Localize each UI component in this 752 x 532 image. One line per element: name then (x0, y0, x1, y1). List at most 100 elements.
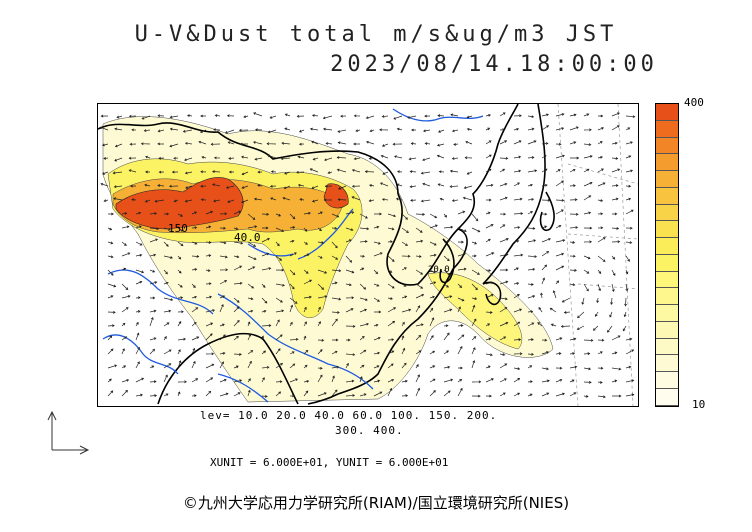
wind-arrow (228, 157, 235, 160)
wind-arrow (219, 323, 225, 327)
wind-arrow (443, 365, 451, 369)
wind-arrow (415, 364, 419, 369)
wind-arrow (592, 325, 599, 331)
wind-arrow (317, 392, 327, 397)
wind-arrow (149, 316, 154, 327)
wind-arrow (213, 128, 221, 132)
wind-arrow (219, 351, 226, 355)
wind-arrow (182, 129, 193, 133)
wind-arrow (213, 199, 221, 203)
wind-arrow (226, 114, 235, 118)
colorbar-segment (656, 254, 678, 272)
wind-arrow (205, 254, 212, 257)
wind-arrow (597, 366, 604, 370)
wind-arrow (513, 169, 522, 173)
wind-arrow (317, 306, 321, 313)
wind-arrow (569, 268, 577, 272)
colorbar-segment (656, 171, 678, 188)
wind-arrow (205, 322, 214, 327)
wind-arrow (135, 211, 142, 215)
wind-arrow (513, 140, 522, 145)
wind-arrow (359, 376, 363, 383)
wind-arrow (597, 283, 602, 292)
wind-arrow (581, 297, 585, 305)
wind-arrow (401, 394, 409, 398)
wind-arrow (583, 211, 592, 215)
credit-text: ©九州大学応用力学研究所(RIAM)/国立環境研究所(NIES) (182, 494, 570, 512)
wind-arrow (289, 269, 296, 276)
wind-arrow (135, 280, 143, 285)
wind-arrow (275, 309, 285, 313)
wind-arrow (296, 170, 305, 174)
wind-arrow (157, 142, 165, 146)
wind-arrow (345, 324, 356, 328)
wind-arrow (541, 125, 550, 131)
wind-arrow (107, 390, 114, 397)
wind-arrow (261, 297, 268, 304)
colorbar-segment (656, 137, 678, 155)
wind-arrow (540, 292, 543, 299)
wind-arrow (513, 367, 521, 371)
wind-arrow (337, 129, 347, 133)
wind-arrow (345, 362, 349, 369)
wind-arrow (233, 352, 242, 356)
wind-arrow (131, 128, 137, 132)
wind-arrow (458, 366, 463, 370)
wind-arrow (185, 185, 193, 189)
wind-arrow (555, 127, 565, 131)
wind-arrow (270, 170, 277, 174)
wind-arrow (261, 267, 272, 271)
wind-arrow (205, 309, 216, 313)
wind-arrow (485, 378, 494, 383)
wind-arrow (163, 363, 172, 369)
wind-arrow (569, 141, 577, 145)
wind-arrow (611, 240, 621, 244)
wind-arrow (513, 239, 520, 243)
wind-arrow (340, 114, 347, 118)
wind-arrow (154, 199, 165, 203)
wind-arrow (201, 155, 207, 159)
wind-arrow (205, 225, 212, 229)
wind-arrow (135, 241, 143, 246)
wind-arrow (121, 252, 131, 257)
wind-arrow (555, 252, 565, 257)
wind-arrow (121, 378, 130, 383)
wind-arrow (513, 321, 521, 327)
wind-arrow (625, 197, 632, 201)
colorbar-segment (656, 238, 678, 255)
wind-arrow (345, 308, 354, 313)
wind-arrow (227, 199, 235, 203)
wind-arrow (233, 210, 242, 215)
wind-arrow (457, 267, 467, 271)
dust-region-sea (427, 272, 523, 350)
wind-arrow (187, 114, 193, 118)
colorbar-segment (656, 389, 678, 406)
dust-shading (102, 116, 554, 403)
wind-arrow (219, 280, 228, 285)
wind-arrow (555, 337, 563, 341)
wind-arrow (169, 184, 179, 188)
wind-arrow (227, 141, 235, 145)
wind-arrow (163, 227, 171, 231)
wind-arrow (280, 157, 291, 161)
wind-arrow (317, 349, 323, 355)
wind-arrow (275, 213, 282, 217)
wind-arrow (100, 114, 109, 118)
wind-arrow (247, 309, 254, 313)
wind-arrow (359, 254, 365, 258)
wind-arrow (158, 156, 165, 160)
wind-arrow (373, 241, 381, 245)
wind-arrow (107, 255, 114, 259)
wind-arrow (289, 297, 298, 304)
wind-arrow (423, 129, 431, 133)
wind-arrow (267, 154, 277, 159)
wind-arrow (471, 241, 478, 245)
wind-arrow (297, 155, 305, 159)
wind-arrow (609, 311, 613, 318)
wind-arrow (284, 113, 291, 117)
wind-arrow (345, 269, 355, 274)
wind-arrow (583, 394, 589, 398)
wind-arrow (387, 297, 393, 300)
wind-arrow (200, 114, 206, 118)
wind-arrow (513, 308, 523, 313)
